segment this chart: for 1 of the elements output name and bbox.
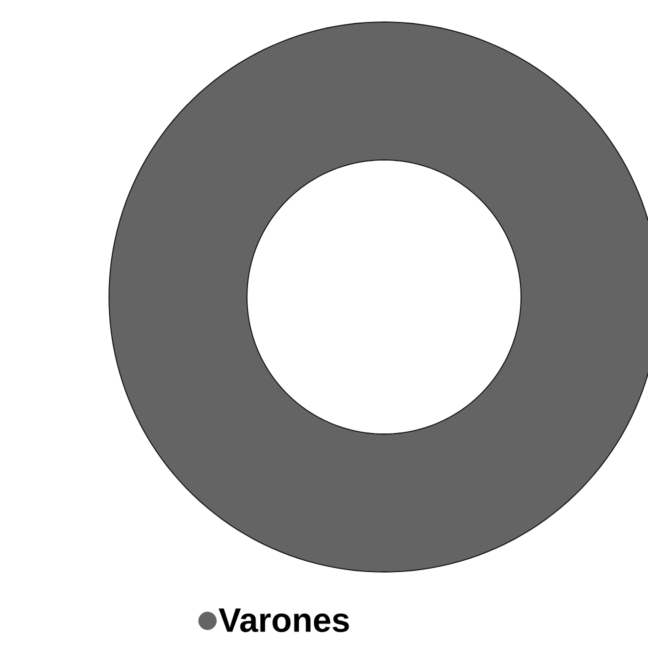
legend-label: Varones (218, 608, 349, 632)
